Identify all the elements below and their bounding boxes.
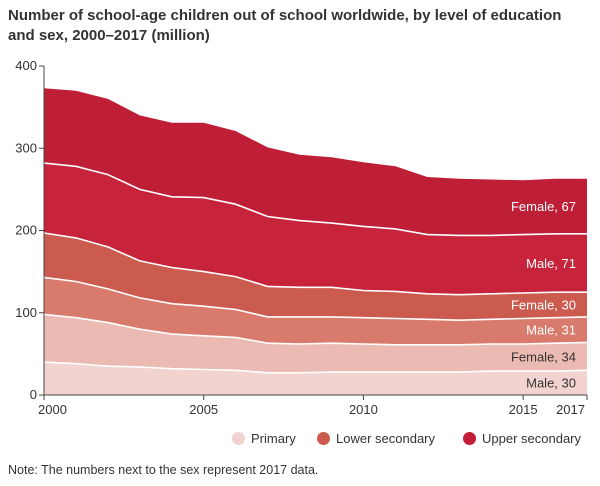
area-upper-secondary-male	[44, 163, 587, 295]
boundary-line-primary-male	[43, 361, 588, 374]
y-tick-label-0: 0	[30, 387, 37, 402]
x-tick-label-2000: 2000	[38, 402, 67, 417]
y-tick-label-400: 400	[15, 58, 37, 73]
chart-title-line-2: and sex, 2000–2017 (million)	[8, 27, 210, 44]
area-lower-secondary-male	[44, 277, 587, 345]
area-lower-secondary-female	[44, 233, 587, 321]
series-label-lower-secondary-female: Female, 30	[511, 298, 576, 313]
legend-item-upper-secondary: Upper secondary	[463, 431, 581, 446]
chart-legend: Primary Lower secondary Upper secondary	[0, 431, 600, 451]
series-label-lower-secondary-male: Male, 31	[526, 323, 576, 338]
x-tick-label-2017: 2017	[556, 402, 585, 417]
y-tick-label-300: 300	[15, 140, 37, 155]
legend-swatch-primary	[232, 432, 245, 445]
boundary-line-upper-secondary-male	[43, 162, 587, 237]
area-primary-female	[44, 314, 587, 373]
y-tick-label-100: 100	[15, 305, 37, 320]
series-label-primary-male: Male, 30	[526, 376, 576, 391]
legend-label-upper-secondary: Upper secondary	[482, 431, 581, 446]
x-tick-label-2015: 2015	[509, 402, 538, 417]
chart-title-line-1: Number of school-age children out of sch…	[8, 7, 562, 24]
chart-title: Number of school-age children out of sch…	[8, 6, 593, 46]
legend-item-lower-secondary: Lower secondary	[317, 431, 435, 446]
legend-swatch-lower-secondary	[317, 432, 330, 445]
area-upper-secondary-female	[44, 88, 587, 236]
chart-note: Note: The numbers next to the sex repres…	[8, 463, 319, 477]
legend-item-primary: Primary	[232, 431, 296, 446]
boundary-line-lower-secondary-female	[43, 232, 587, 296]
legend-swatch-upper-secondary	[463, 432, 476, 445]
series-label-upper-secondary-female: Female, 67	[511, 199, 576, 214]
area-primary-male	[44, 362, 587, 395]
legend-label-lower-secondary: Lower secondary	[336, 431, 435, 446]
y-tick-label-200: 200	[15, 223, 37, 238]
stacked-area-chart: Male, 30 Female, 34 Male, 31 Female, 30 Male…	[15, 58, 588, 417]
x-tick-label-2005: 2005	[189, 402, 218, 417]
boundary-line-lower-secondary-male	[43, 276, 588, 322]
legend-label-primary: Primary	[251, 431, 296, 446]
series-label-upper-secondary-male: Male, 71	[526, 256, 576, 271]
boundary-line-primary-female	[43, 313, 588, 346]
series-label-primary-female: Female, 34	[511, 349, 576, 364]
x-tick-label-2010: 2010	[349, 402, 378, 417]
